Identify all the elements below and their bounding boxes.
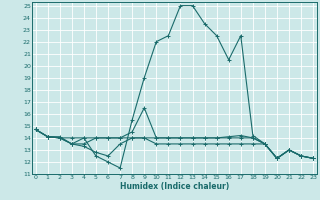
X-axis label: Humidex (Indice chaleur): Humidex (Indice chaleur) [120, 182, 229, 190]
